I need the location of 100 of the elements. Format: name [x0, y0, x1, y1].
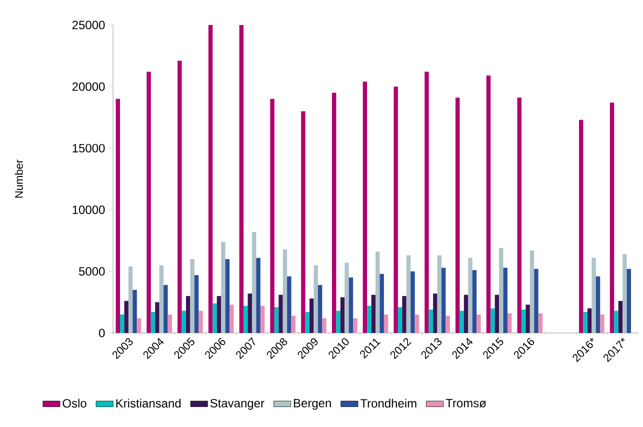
bar [225, 259, 230, 333]
bar [287, 276, 292, 333]
bar [614, 310, 618, 333]
y-tick-label: 0 [99, 328, 105, 338]
bar [371, 294, 376, 333]
bar [116, 98, 120, 333]
bar [270, 98, 274, 333]
bar [626, 268, 631, 333]
bar [353, 318, 358, 333]
bar [433, 294, 438, 333]
bar [348, 278, 354, 333]
y-tick-label: 25000 [72, 20, 105, 30]
legend-label: Tromsø [446, 399, 486, 408]
bar [305, 312, 310, 333]
bar [282, 249, 288, 333]
legend-label: Bergen [294, 399, 331, 410]
bar [534, 268, 538, 333]
bar [230, 304, 234, 333]
y-tick-label: 10000 [72, 206, 105, 214]
bar [394, 86, 398, 333]
bar [428, 310, 434, 333]
bar [244, 306, 248, 333]
y-axis-title: Number [14, 160, 23, 198]
bar [410, 271, 415, 333]
bar [464, 294, 468, 333]
bar [441, 268, 446, 333]
legend-label: Oslo [62, 398, 86, 408]
bar [521, 310, 526, 333]
bar [182, 310, 186, 333]
bar [376, 252, 380, 333]
bar [424, 72, 429, 333]
bar [344, 262, 349, 333]
bar [314, 265, 318, 333]
bar [260, 306, 265, 333]
bar [530, 250, 534, 333]
bar [239, 24, 244, 333]
bar [248, 294, 252, 333]
bar [592, 258, 596, 333]
bar [526, 304, 530, 333]
bar [120, 314, 124, 333]
bar [155, 302, 160, 333]
bar [402, 296, 406, 333]
bar [221, 242, 226, 333]
bar [322, 318, 326, 333]
bar [318, 284, 322, 333]
bar [503, 268, 508, 333]
bar [186, 296, 190, 333]
bar [507, 313, 512, 333]
bar [274, 307, 279, 333]
bar [367, 306, 372, 333]
bar [384, 314, 388, 333]
bar [212, 303, 217, 333]
bar [490, 308, 495, 333]
y-tick-label: 15000 [72, 144, 105, 152]
bar [198, 310, 203, 333]
bar [538, 313, 543, 333]
bar [332, 92, 336, 333]
bar [472, 270, 477, 333]
bar [159, 265, 164, 333]
bar [291, 316, 296, 333]
bar [136, 318, 142, 333]
bar [362, 82, 368, 333]
bar [486, 76, 491, 333]
bar [216, 296, 222, 333]
bar [406, 255, 411, 333]
bar [398, 307, 402, 333]
bar [336, 310, 340, 333]
bar [455, 98, 460, 333]
bar [128, 266, 133, 333]
bar [437, 255, 442, 333]
bar [178, 60, 182, 333]
bar [579, 120, 584, 333]
bar [414, 314, 420, 333]
legend-label: Kristiansand [116, 398, 181, 408]
bar [380, 274, 384, 333]
bar [468, 258, 472, 333]
bar [310, 298, 314, 333]
bar [600, 314, 604, 333]
bar [618, 300, 623, 333]
bar [446, 316, 450, 333]
bar [517, 98, 522, 333]
bar [146, 72, 151, 333]
bar [194, 275, 199, 333]
bar [124, 300, 128, 333]
bar [150, 312, 156, 333]
y-tick-label: 20000 [72, 82, 105, 91]
bar [278, 294, 283, 333]
bar [252, 232, 256, 333]
legend-label: Trondheim [360, 398, 416, 408]
bar [208, 24, 213, 333]
bar [256, 258, 260, 333]
bar [190, 259, 194, 333]
bar [583, 312, 588, 333]
bar [168, 314, 172, 333]
bar [596, 276, 600, 333]
bar [587, 308, 592, 333]
bar [301, 111, 306, 333]
bar [499, 248, 504, 333]
bar [460, 310, 464, 333]
bar [494, 294, 500, 333]
